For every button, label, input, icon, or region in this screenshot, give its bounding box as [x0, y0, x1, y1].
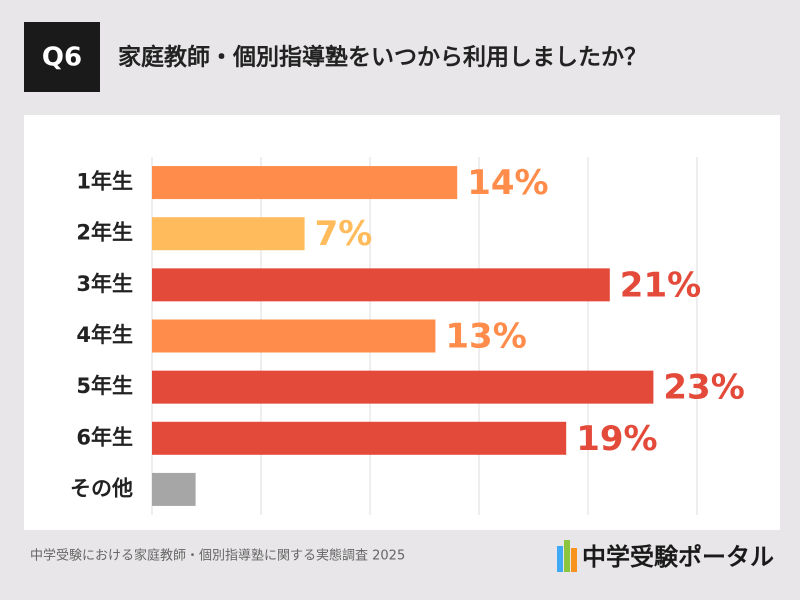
source: 中学受験における家庭教師・個別指導塾に関する実態調査 2025 — [30, 548, 405, 564]
badge: Q6 — [42, 43, 82, 73]
plot: 1年生 14% 2年生 7% 3年生 21% 4年生 13% 5年生 23% 6年生 19% その他 — [70, 157, 745, 515]
logo-bar — [557, 546, 563, 572]
bar — [152, 166, 458, 200]
chart-title: 家庭教師・個別指導塾をいつから利用しましたか？ — [118, 44, 647, 71]
value-label: 7% — [315, 214, 373, 254]
logo-bar — [571, 548, 577, 572]
category-label: 4年生 — [76, 323, 133, 347]
value-label: 19% — [576, 419, 657, 459]
bar — [152, 217, 305, 251]
bar — [152, 472, 196, 506]
badge-box — [24, 22, 100, 92]
category-label: 6年生 — [76, 425, 133, 449]
bar — [152, 370, 654, 404]
bar — [152, 268, 610, 302]
value-label: 13% — [445, 317, 526, 357]
category-label: 1年生 — [76, 170, 133, 194]
category-label: 3年生 — [76, 272, 133, 296]
logo: 中学受験ポータル — [582, 543, 774, 571]
logo-icon — [557, 540, 577, 572]
category-label: 5年生 — [76, 374, 133, 398]
bar — [152, 319, 436, 353]
logo-bar — [564, 540, 570, 572]
category-label: その他 — [70, 476, 133, 500]
value-label: 23% — [663, 368, 744, 408]
value-label: 14% — [467, 163, 548, 203]
category-label: 2年生 — [76, 221, 133, 245]
value-label: 21% — [620, 265, 701, 305]
bar — [152, 421, 567, 455]
